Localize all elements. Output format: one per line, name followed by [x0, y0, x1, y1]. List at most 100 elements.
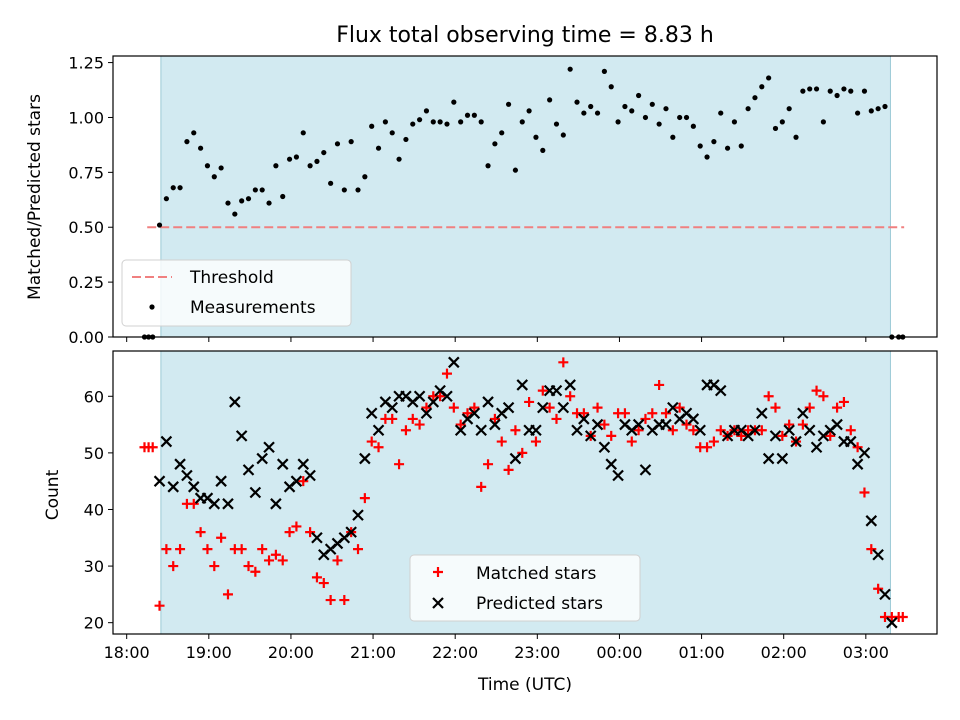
matched-star-point: [873, 583, 884, 594]
measurement-point: [259, 187, 265, 193]
matched-star-point: [387, 413, 398, 424]
predicted-star-point: [660, 418, 672, 431]
matched-star-point: [551, 413, 562, 424]
measurement-point: [813, 86, 820, 92]
matched-star-point: [838, 396, 849, 407]
measurement-point: [492, 141, 498, 147]
measurement-point: [807, 86, 813, 92]
measurement-point: [724, 145, 731, 151]
predicted-star-point: [762, 452, 775, 465]
matched-star-point: [222, 589, 233, 600]
predicted-star-point: [386, 401, 399, 414]
measurement-point: [204, 163, 211, 169]
matched-star-point: [318, 578, 329, 589]
matched-star-point: [305, 527, 316, 538]
matched-star-point: [660, 408, 671, 419]
measurement-point: [266, 200, 272, 206]
predicted-star-point: [359, 452, 371, 465]
measurement-point: [683, 114, 690, 121]
bottom-y-tick-label: 40: [84, 500, 104, 519]
predicted-star-point: [413, 390, 426, 403]
measurement-point: [581, 110, 587, 116]
predicted-star-point: [448, 356, 460, 369]
measurement-point: [766, 75, 772, 81]
measurement-point: [471, 112, 477, 118]
measurement-point: [382, 119, 388, 125]
matched-star-point: [236, 544, 247, 555]
matched-star-point: [565, 391, 576, 402]
predicted-star-point: [844, 435, 857, 448]
measurement-point: [191, 130, 197, 136]
predicted-star-point: [276, 458, 289, 470]
matched-star-point: [852, 442, 863, 453]
matched-star-point: [496, 436, 507, 447]
matched-star-point: [353, 544, 364, 555]
predicted-star-point: [489, 418, 501, 431]
matched-star-point: [298, 476, 309, 487]
measurement-point: [759, 84, 765, 90]
matched-star-point: [483, 459, 494, 470]
predicted-star-point: [851, 458, 864, 470]
measurement-point: [656, 121, 662, 127]
matched-star-point: [681, 419, 692, 430]
predicted-star-point: [872, 548, 884, 561]
measurement-point: [690, 123, 696, 129]
measurement-point: [793, 134, 799, 140]
measurement-point: [861, 88, 868, 94]
x-tick-label: 21:00: [350, 643, 396, 662]
measurement-point: [827, 88, 833, 94]
matched-star-point: [216, 532, 227, 543]
measurement-point: [444, 121, 450, 127]
measurement-point: [772, 125, 779, 132]
predicted-star-point: [667, 401, 679, 414]
matched-star-point: [188, 498, 199, 509]
measurement-point: [252, 187, 258, 193]
measurement-point: [485, 163, 491, 169]
predicted-star-point: [865, 515, 878, 527]
bottom-y-tick-label: 30: [84, 557, 104, 576]
matched-star-point: [243, 561, 254, 572]
measurement-point: [519, 119, 525, 125]
predicted-star-point: [365, 407, 378, 420]
matched-star-point: [804, 402, 815, 413]
matched-star-point: [455, 419, 466, 430]
predicted-star-point: [639, 464, 652, 476]
measurement-point: [841, 86, 847, 92]
predicted-star-point: [858, 447, 871, 459]
predicted-star-point: [571, 424, 583, 437]
measurement-point: [184, 139, 190, 145]
measurements-legend-label: Measurements: [190, 298, 316, 318]
matched-star-point: [530, 436, 541, 447]
predicted-star-point: [879, 588, 891, 601]
matched-star-point: [736, 430, 747, 441]
predicted-star-point: [215, 475, 227, 487]
measurement-point: [670, 134, 676, 140]
predicted-star-point: [756, 407, 768, 420]
measurement-point: [293, 154, 300, 160]
matched-star-point: [647, 408, 658, 419]
measurement-point: [211, 174, 217, 180]
predicted-star-point: [372, 424, 385, 437]
measurement-point: [410, 121, 416, 127]
matched-legend-label: Matched stars: [476, 564, 596, 584]
measurement-point: [540, 147, 546, 153]
matched-star-point: [168, 561, 179, 572]
x-tick-label: 22:00: [432, 643, 478, 662]
predicted-star-point: [584, 430, 597, 442]
measurement-point: [362, 174, 368, 180]
measurement-point: [738, 143, 744, 149]
predicted-star-point: [420, 407, 433, 420]
measurement-point: [601, 68, 607, 74]
predicted-star-point: [297, 458, 310, 470]
matched-star-point: [777, 430, 788, 441]
measurement-point: [820, 119, 826, 125]
bottom-y-tick-label: 50: [84, 444, 104, 463]
matched-legend-swatch: [433, 567, 443, 577]
measurement-point: [403, 136, 409, 143]
top-y-axis-label: Matched/Predicted stars: [25, 94, 45, 300]
matched-star-point: [202, 544, 213, 555]
predicted-star-point: [810, 441, 823, 453]
matched-star-point: [476, 481, 487, 492]
matched-star-point: [441, 368, 452, 379]
matched-star-point: [797, 419, 808, 430]
